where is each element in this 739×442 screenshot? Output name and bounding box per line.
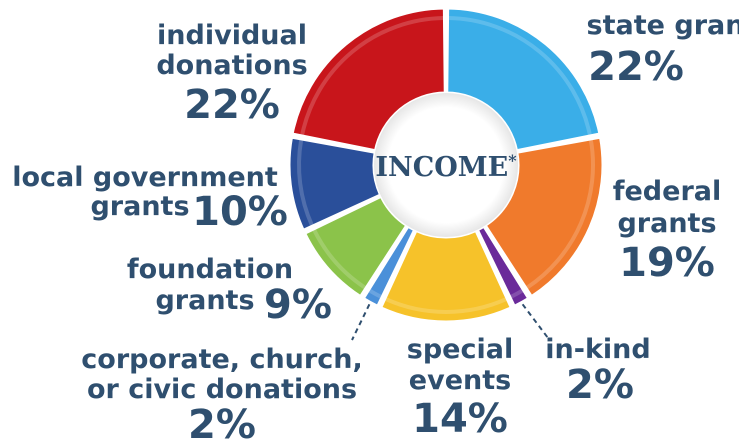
svg-text:local government: local government	[12, 162, 278, 193]
svg-text:corporate, church,: corporate, church,	[81, 344, 362, 375]
value-local-government-grants: 10%	[192, 189, 288, 235]
leader-in-kind	[521, 303, 549, 339]
slice-highlight-foundation-grants	[312, 228, 367, 290]
leader-lines	[351, 303, 549, 341]
svg-text:foundation: foundation	[127, 254, 293, 285]
label-state-grants: state grants	[587, 10, 739, 41]
value-individual-donations: 22%	[184, 82, 280, 128]
label-corporate-church-civic-donations: corporate, church, or civic donations	[81, 344, 362, 405]
label-federal-grants: federal grants	[613, 176, 722, 239]
svg-text:donations: donations	[156, 50, 307, 81]
slice-highlight-individual-donations	[300, 16, 444, 136]
slice-highlight-federal-grants	[525, 139, 595, 290]
svg-text:special: special	[407, 334, 513, 365]
label-local-government-grants: local government grants	[12, 162, 278, 222]
svg-text:grants: grants	[617, 208, 716, 239]
donut-slices	[287, 6, 605, 324]
slice-highlight-local-government-grants	[297, 139, 314, 227]
slice-highlight-state-grants	[448, 16, 592, 136]
svg-text:events: events	[409, 365, 511, 396]
label-in-kind: in-kind	[545, 334, 650, 365]
svg-text:grants: grants	[155, 285, 254, 316]
value-special-events: 14%	[412, 396, 508, 442]
svg-text:federal: federal	[613, 176, 722, 207]
label-foundation-grants: foundation grants	[127, 254, 293, 316]
donut-hole	[374, 93, 518, 237]
svg-text:individual: individual	[157, 20, 307, 51]
value-foundation-grants: 9%	[264, 282, 332, 328]
svg-text:grants: grants	[90, 191, 189, 222]
center-label-asterisk: *	[508, 151, 517, 170]
slice-highlight-in-kind	[509, 288, 524, 299]
label-special-events: special events	[407, 334, 513, 396]
slice-highlight-special-events	[384, 297, 508, 314]
value-corporate-church-civic-donations: 2%	[188, 402, 256, 442]
value-state-grants: 22%	[588, 44, 684, 90]
center-label: INCOME*	[375, 151, 517, 183]
leader-corporate-church-or-civic-donations	[351, 303, 371, 341]
svg-text:or civic donations: or civic donations	[87, 374, 357, 405]
value-federal-grants: 19%	[619, 240, 715, 286]
label-individual-donations: individual donations	[156, 20, 307, 81]
slice-highlight-corporate-church-or-civic-donations	[368, 288, 383, 299]
value-in-kind: 2%	[566, 362, 634, 408]
